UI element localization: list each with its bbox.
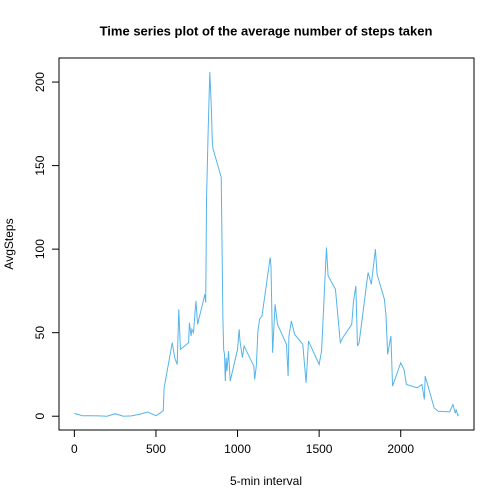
chart-title: Time series plot of the average number o… (100, 23, 433, 38)
x-tick-label: 500 (146, 442, 166, 456)
plot-box (58, 57, 475, 431)
x-tick-label: 1500 (306, 442, 333, 456)
y-tick-label: 150 (33, 155, 47, 175)
y-tick-label: 50 (33, 326, 47, 340)
y-axis-label: AvgSteps (2, 218, 16, 269)
x-tick-label: 1000 (224, 442, 251, 456)
x-tick-label: 2000 (387, 442, 414, 456)
y-tick-label: 100 (33, 239, 47, 259)
data-line (74, 72, 460, 417)
y-tick-label: 200 (33, 72, 47, 92)
y-tick-label: 0 (33, 413, 47, 420)
x-tick-label: 0 (71, 442, 78, 456)
x-axis-label: 5-min interval (230, 474, 302, 488)
